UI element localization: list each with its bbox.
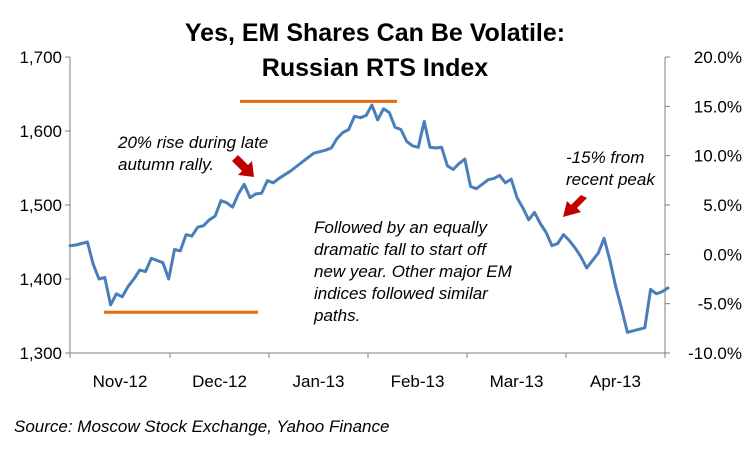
x-tick-label: Apr-13 <box>590 372 641 391</box>
right-tick-label: 5.0% <box>703 196 742 215</box>
arrow-peak-icon <box>563 195 587 217</box>
left-tick-label: 1,600 <box>19 122 62 141</box>
annotation-peak-line1: -15% from <box>566 148 645 167</box>
series-line-rts <box>68 103 670 334</box>
annotation-fall-line3: new year. Other major EM <box>314 262 512 281</box>
right-tick-label: -5.0% <box>698 295 742 314</box>
x-tick-label: Jan-13 <box>293 372 345 391</box>
annotation-rally-line1: 20% rise during late <box>118 133 269 152</box>
right-tick-label: -10.0% <box>688 344 742 363</box>
annotation-fall-line5: paths. <box>314 306 361 325</box>
chart-title-line2: Russian RTS Index <box>261 54 489 82</box>
left-tick-label: 1,500 <box>19 196 62 215</box>
annotation-rally: 20% rise during late autumn rally. <box>118 132 268 176</box>
right-tick-label: 0.0% <box>703 245 742 264</box>
right-tick-label: 10.0% <box>694 147 742 166</box>
x-tick-label: Nov-12 <box>93 372 148 391</box>
left-tick-label: 1,400 <box>19 270 62 289</box>
source-note: Source: Moscow Stock Exchange, Yahoo Fin… <box>14 417 390 436</box>
annotation-fall-line1: Followed by an equally <box>314 218 487 237</box>
annotation-fall-line2: dramatic fall to start off <box>314 240 486 259</box>
annotation-peak: -15% from recent peak <box>566 147 655 191</box>
left-tick-label: 1,300 <box>19 344 62 363</box>
left-tick-label: 1,700 <box>19 48 62 67</box>
annotation-rally-line2: autumn rally. <box>118 155 215 174</box>
arrow-rally-icon <box>232 155 254 177</box>
x-tick-label: Mar-13 <box>490 372 544 391</box>
chart-title-line1: Yes, EM Shares Can Be Volatile: <box>184 19 566 47</box>
right-tick-label: 15.0% <box>694 97 742 116</box>
right-tick-label: 20.0% <box>694 48 742 67</box>
annotation-fall-line4: indices followed similar <box>314 284 488 303</box>
annotation-peak-line2: recent peak <box>566 170 655 189</box>
x-tick-label: Dec-12 <box>192 372 247 391</box>
annotation-fall: Followed by an equally dramatic fall to … <box>314 217 512 327</box>
x-tick-label: Feb-13 <box>391 372 445 391</box>
